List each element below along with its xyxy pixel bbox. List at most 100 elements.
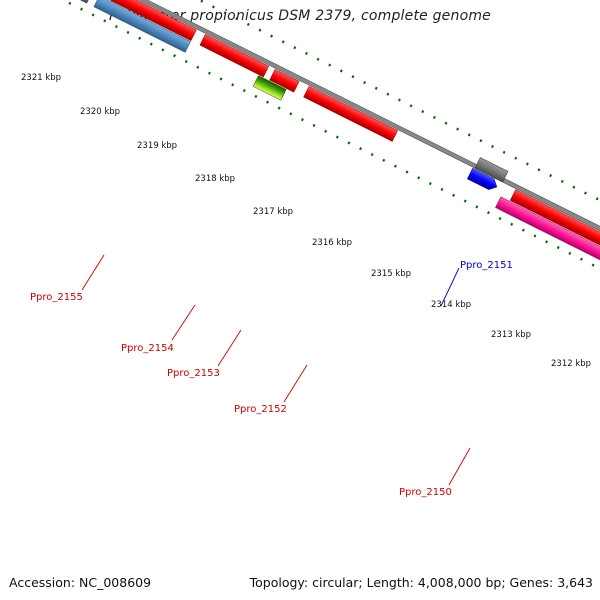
minor-tick — [444, 121, 448, 125]
minor-tick — [463, 199, 467, 203]
minor-tick — [293, 46, 297, 50]
gene-feature — [474, 157, 509, 183]
minor-tick — [382, 158, 386, 162]
minor-tick — [525, 162, 529, 166]
minor-tick — [584, 191, 587, 195]
scale-label: 2319 kbp — [137, 141, 177, 151]
minor-tick — [219, 77, 223, 81]
scale-label: 2313 kbp — [491, 330, 531, 340]
minor-tick — [161, 48, 165, 52]
minor-tick — [537, 168, 541, 172]
gene-feature — [6, 0, 93, 4]
minor-tick — [486, 211, 490, 215]
minor-tick — [258, 28, 262, 32]
minor-tick — [432, 115, 436, 119]
minor-tick — [207, 71, 211, 75]
minor-tick — [300, 118, 304, 122]
minor-tick — [398, 98, 401, 102]
minor-tick — [266, 100, 269, 104]
scale-label: 2320 kbp — [80, 107, 120, 117]
minor-tick — [126, 30, 130, 34]
minor-tick — [363, 80, 367, 85]
label-connector — [283, 364, 308, 403]
minor-tick — [568, 251, 572, 255]
cds-feature — [509, 189, 600, 258]
cds-feature — [269, 69, 300, 93]
minor-tick — [80, 7, 83, 11]
minor-tick — [456, 127, 460, 131]
gene-feature-ppro-2150 — [495, 196, 600, 269]
minor-tick — [359, 147, 363, 151]
genome-backbone — [18, 0, 600, 263]
minor-tick — [324, 129, 328, 133]
minor-tick — [138, 36, 142, 40]
minor-tick — [242, 89, 246, 93]
scale-label: 2315 kbp — [371, 269, 411, 279]
minor-tick — [196, 65, 200, 69]
title: Pelobacter propionicus DSM 2379, complet… — [109, 8, 491, 24]
gene-label-ppro-2154[interactable]: Ppro_2154 — [121, 343, 174, 354]
scale-label: 2312 kbp — [551, 359, 591, 369]
minor-tick — [328, 63, 332, 67]
minor-tick — [281, 40, 285, 44]
minor-tick — [491, 144, 494, 149]
minor-tick — [440, 187, 444, 191]
minor-tick — [335, 135, 339, 139]
minor-tick — [580, 257, 583, 261]
minor-tick — [479, 139, 483, 143]
gene-label-ppro-2153[interactable]: Ppro_2153 — [167, 368, 220, 379]
minor-tick — [277, 106, 281, 110]
minor-tick — [184, 59, 188, 64]
scale-label: 2317 kbp — [253, 207, 293, 217]
minor-tick — [393, 164, 397, 168]
minor-tick — [149, 42, 153, 46]
minor-tick — [231, 83, 235, 87]
minor-tick — [421, 110, 425, 114]
minor-tick — [545, 240, 549, 244]
scale-label: 2321 kbp — [21, 73, 61, 83]
gene-feature-ppro-2153 — [252, 75, 287, 101]
minor-tick — [428, 182, 432, 186]
minor-tick — [91, 13, 95, 17]
scale-label: 2318 kbp — [195, 174, 235, 184]
minor-tick — [339, 69, 343, 73]
minor-tick — [173, 54, 176, 58]
minor-tick — [475, 205, 479, 209]
minor-tick — [452, 193, 456, 197]
minor-tick — [68, 1, 72, 5]
genome-summary-text: Topology: circular; Length: 4,008,000 bp… — [249, 575, 593, 590]
inner-dotted-track — [68, 1, 595, 267]
minor-tick — [467, 133, 471, 137]
minor-tick — [572, 185, 576, 189]
label-connector — [217, 329, 242, 367]
minor-tick — [103, 19, 107, 23]
gene-label-ppro-2155[interactable]: Ppro_2155 — [30, 292, 83, 303]
minor-tick — [351, 75, 355, 79]
minor-tick — [223, 11, 227, 15]
outer-scale-track — [200, 0, 599, 201]
gene-label-ppro-2151[interactable]: Ppro_2151 — [460, 260, 513, 271]
minor-tick — [235, 17, 239, 21]
label-connector — [440, 267, 460, 307]
gene-label-ppro-2152[interactable]: Ppro_2152 — [234, 404, 287, 415]
cds-feature-ppro-2152 — [303, 86, 398, 142]
minor-tick — [347, 141, 351, 145]
minor-tick — [595, 197, 599, 201]
minor-tick — [316, 57, 320, 61]
minor-tick — [510, 222, 514, 226]
minor-tick — [211, 5, 215, 9]
cds-feature-ppro-2154 — [199, 34, 270, 78]
minor-tick — [549, 174, 553, 178]
label-connector — [448, 447, 471, 486]
minor-tick — [417, 176, 421, 180]
label-connector — [81, 254, 105, 291]
minor-tick — [514, 156, 518, 160]
gene-label-ppro-2150[interactable]: Ppro_2150 — [399, 487, 452, 498]
minor-tick — [409, 104, 413, 108]
minor-tick — [370, 152, 374, 157]
minor-tick — [114, 25, 118, 29]
minor-tick — [560, 179, 564, 183]
accession-text: Accession: NC_008609 — [9, 575, 152, 590]
minor-tick — [521, 228, 525, 232]
